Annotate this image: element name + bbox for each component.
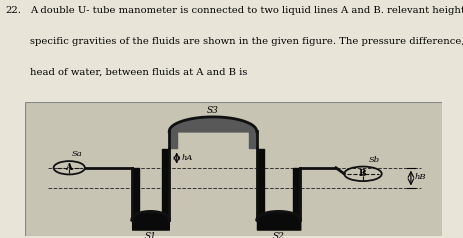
Text: specific gravities of the fluids are shown in the given figure. The pressure dif: specific gravities of the fluids are sho…	[30, 37, 463, 46]
Text: S3: S3	[207, 106, 219, 115]
Text: hA: hA	[182, 154, 193, 162]
Text: head of water, between fluids at A and B is: head of water, between fluids at A and B…	[30, 68, 247, 77]
Text: A: A	[65, 163, 72, 172]
Text: S2: S2	[273, 232, 285, 238]
Text: S1: S1	[144, 232, 156, 238]
Text: Sb: Sb	[369, 156, 380, 164]
Text: 22.: 22.	[6, 6, 21, 15]
Text: hB: hB	[415, 173, 426, 181]
Text: Sa: Sa	[72, 150, 83, 158]
Text: B: B	[358, 169, 366, 178]
Text: A double U- tube manometer is connected to two liquid lines A and B. relevant he: A double U- tube manometer is connected …	[30, 6, 463, 15]
